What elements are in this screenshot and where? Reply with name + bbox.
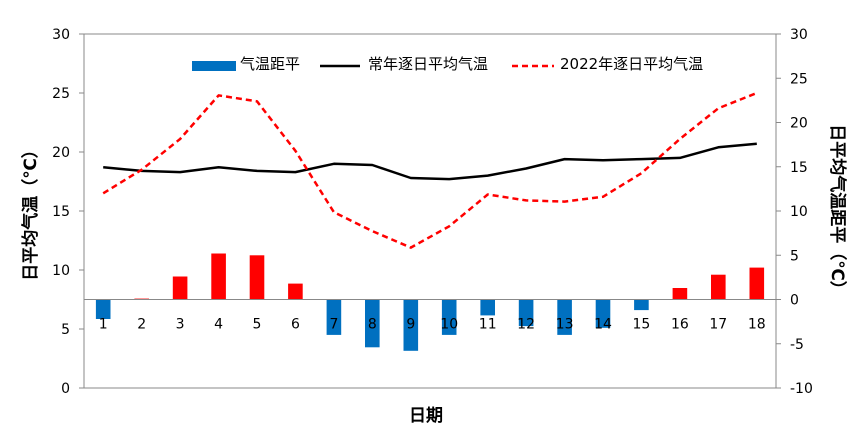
right-axis-title: 日平均气温距平（℃）: [827, 124, 848, 298]
left-tick-label: 0: [61, 381, 70, 397]
anomaly-bar-10: [441, 299, 457, 335]
right-tick-label: 10: [790, 204, 808, 220]
anomaly-bar-15: [634, 299, 649, 311]
x-tick-label: 14: [594, 317, 612, 333]
anomaly-bar-9: [403, 299, 419, 351]
left-tick-label: 25: [52, 86, 70, 102]
plot-area-frame: [83, 33, 777, 389]
x-tick-label: 12: [517, 317, 535, 333]
temperature-lines: [102, 91, 758, 249]
temperature-2022-line: [102, 91, 758, 249]
legend-label-normal: 常年逐日平均气温: [368, 55, 488, 73]
x-tick-label: 4: [214, 317, 223, 333]
x-tick-label: 5: [253, 317, 262, 333]
right-tick-label: 0: [790, 293, 799, 309]
right-tick-label: 5: [790, 248, 799, 264]
left-tick-label: 20: [52, 145, 70, 161]
left-axis-ticks: 0 5 10 15 20 25 30: [52, 27, 84, 397]
right-axis-ticks: -10 -5 0 5 10 15 20 25 30: [776, 27, 813, 397]
x-tick-label: 2: [137, 317, 146, 333]
anomaly-bar-5: [249, 255, 265, 300]
anomaly-bar-6: [288, 283, 303, 300]
right-tick-label: -5: [790, 337, 804, 353]
x-tick-label: 13: [556, 317, 574, 333]
left-tick-label: 10: [52, 263, 70, 279]
left-tick-label: 30: [52, 27, 70, 43]
anomaly-bar-3: [172, 276, 188, 300]
anomaly-bar-8: [365, 299, 380, 348]
right-tick-label: 25: [790, 71, 808, 87]
left-tick-label: 5: [61, 322, 70, 338]
x-tick-label: 18: [748, 317, 766, 333]
anomaly-bar-11: [480, 299, 495, 316]
anomaly-bar-18: [749, 267, 765, 300]
anomaly-bars: [95, 253, 765, 351]
left-axis-title: 日平均气温（℃）: [20, 141, 41, 281]
right-tick-label: 30: [790, 27, 808, 43]
normal-temperature-line: [103, 142, 757, 181]
x-axis-title: 日期: [409, 406, 443, 426]
anomaly-bar-17: [711, 274, 726, 300]
legend-label-2022: 2022年逐日平均气温: [560, 55, 703, 73]
x-tick-label: 9: [406, 317, 415, 333]
x-tick-label: 17: [709, 317, 727, 333]
x-tick-label: 7: [329, 317, 338, 333]
x-tick-label: 3: [176, 317, 185, 333]
anomaly-bar-1: [95, 299, 111, 319]
x-tick-label: 6: [291, 317, 300, 333]
anomaly-bar-13: [557, 299, 572, 335]
legend-label-anomaly: 气温距平: [240, 55, 300, 73]
right-tick-label: 15: [790, 160, 808, 176]
anomaly-bar-7: [326, 299, 342, 335]
right-tick-label: -10: [790, 381, 813, 397]
x-tick-label: 15: [632, 317, 650, 333]
anomaly-bar-14: [595, 299, 611, 328]
x-tick-label: 8: [368, 317, 377, 333]
x-tick-label: 10: [440, 317, 458, 333]
anomaly-bar-4: [211, 253, 226, 300]
legend-swatch-anomaly: [192, 61, 236, 71]
right-tick-label: 20: [790, 116, 808, 132]
left-tick-label: 15: [52, 204, 70, 220]
anomaly-bar-12: [518, 299, 534, 327]
x-tick-label: 11: [479, 317, 497, 333]
x-tick-label: 1: [99, 317, 108, 333]
legend: 气温距平 常年逐日平均气温 2022年逐日平均气温: [192, 55, 703, 73]
x-axis-ticks: 1 2 3 4 5 6 7 8 9 10 11 12 13 14 15 16 17 18: [99, 317, 766, 333]
anomaly-bar-16: [672, 288, 688, 300]
x-tick-label: 16: [671, 317, 689, 333]
